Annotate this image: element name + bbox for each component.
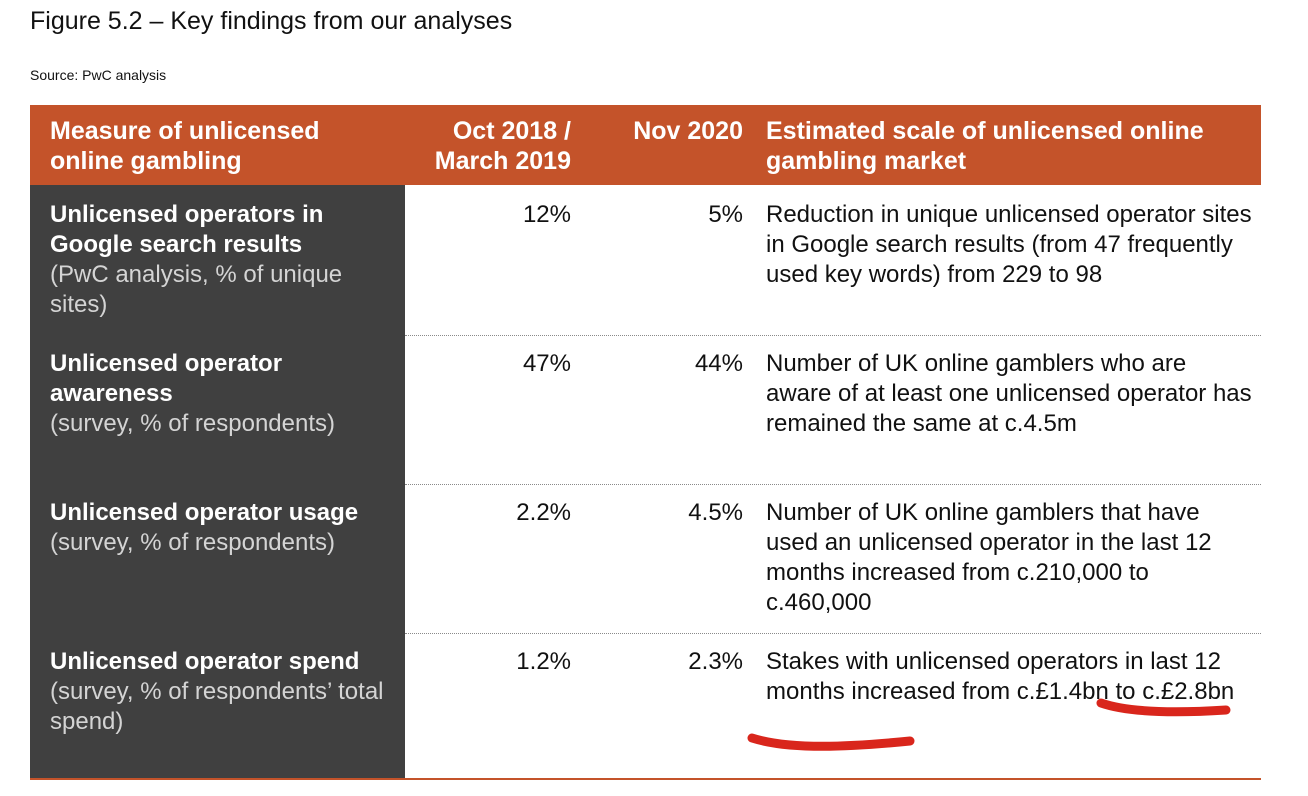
value-2020: 4.5% xyxy=(688,499,743,526)
value-2020: 2.3% xyxy=(688,648,743,675)
row-measure: Unlicensed operator spend (survey, % of … xyxy=(50,647,400,737)
figure-source: Source: PwC analysis xyxy=(30,67,167,83)
row-description: Number of UK online gamblers that have u… xyxy=(766,499,1212,616)
value-2018-2019: 12% xyxy=(522,201,571,228)
measure-subtitle: (survey, % of respondents’ total spend) xyxy=(50,678,384,735)
row-description: Stakes with unlicensed operators in last… xyxy=(766,648,1235,705)
findings-table: Measure of unlicensed online gambling Oc… xyxy=(30,105,1261,780)
value-2018-2019: 1.2% xyxy=(516,648,571,675)
row-description: Number of UK online gamblers who are awa… xyxy=(766,350,1252,437)
measure-column-background xyxy=(30,185,405,778)
header-measure: Measure of unlicensed online gambling xyxy=(50,117,320,175)
measure-title: Unlicensed operator usage xyxy=(50,499,359,526)
value-2020: 44% xyxy=(694,350,743,377)
row-description: Reduction in unique unlicensed operator … xyxy=(766,201,1252,288)
header-estimated-scale: Estimated scale of unlicensed online gam… xyxy=(766,117,1204,175)
measure-subtitle: (PwC analysis, % of unique sites) xyxy=(50,261,343,318)
value-2018-2019: 47% xyxy=(522,350,571,377)
measure-title: Unlicensed operator spend xyxy=(50,648,360,675)
measure-title: Unlicensed operators in Google search re… xyxy=(50,201,324,258)
table-bottom-rule xyxy=(30,778,1261,780)
table-header: Measure of unlicensed online gambling Oc… xyxy=(30,105,1261,185)
header-period-2018-2019: Oct 2018 / March 2019 xyxy=(434,117,571,175)
row-measure: Unlicensed operator usage (survey, % of … xyxy=(50,498,400,558)
row-divider xyxy=(405,633,1261,634)
measure-title: Unlicensed operator awareness xyxy=(50,350,283,407)
row-divider xyxy=(405,335,1261,336)
figure-title: Figure 5.2 – Key findings from our analy… xyxy=(30,7,513,35)
row-measure: Unlicensed operators in Google search re… xyxy=(50,200,400,320)
row-divider xyxy=(405,484,1261,485)
value-2020: 5% xyxy=(708,201,743,228)
row-measure: Unlicensed operator awareness (survey, %… xyxy=(50,349,400,439)
value-2018-2019: 2.2% xyxy=(516,499,571,526)
header-period-2020: Nov 2020 xyxy=(633,117,743,145)
measure-subtitle: (survey, % of respondents) xyxy=(50,410,336,437)
measure-subtitle: (survey, % of respondents) xyxy=(50,529,336,556)
